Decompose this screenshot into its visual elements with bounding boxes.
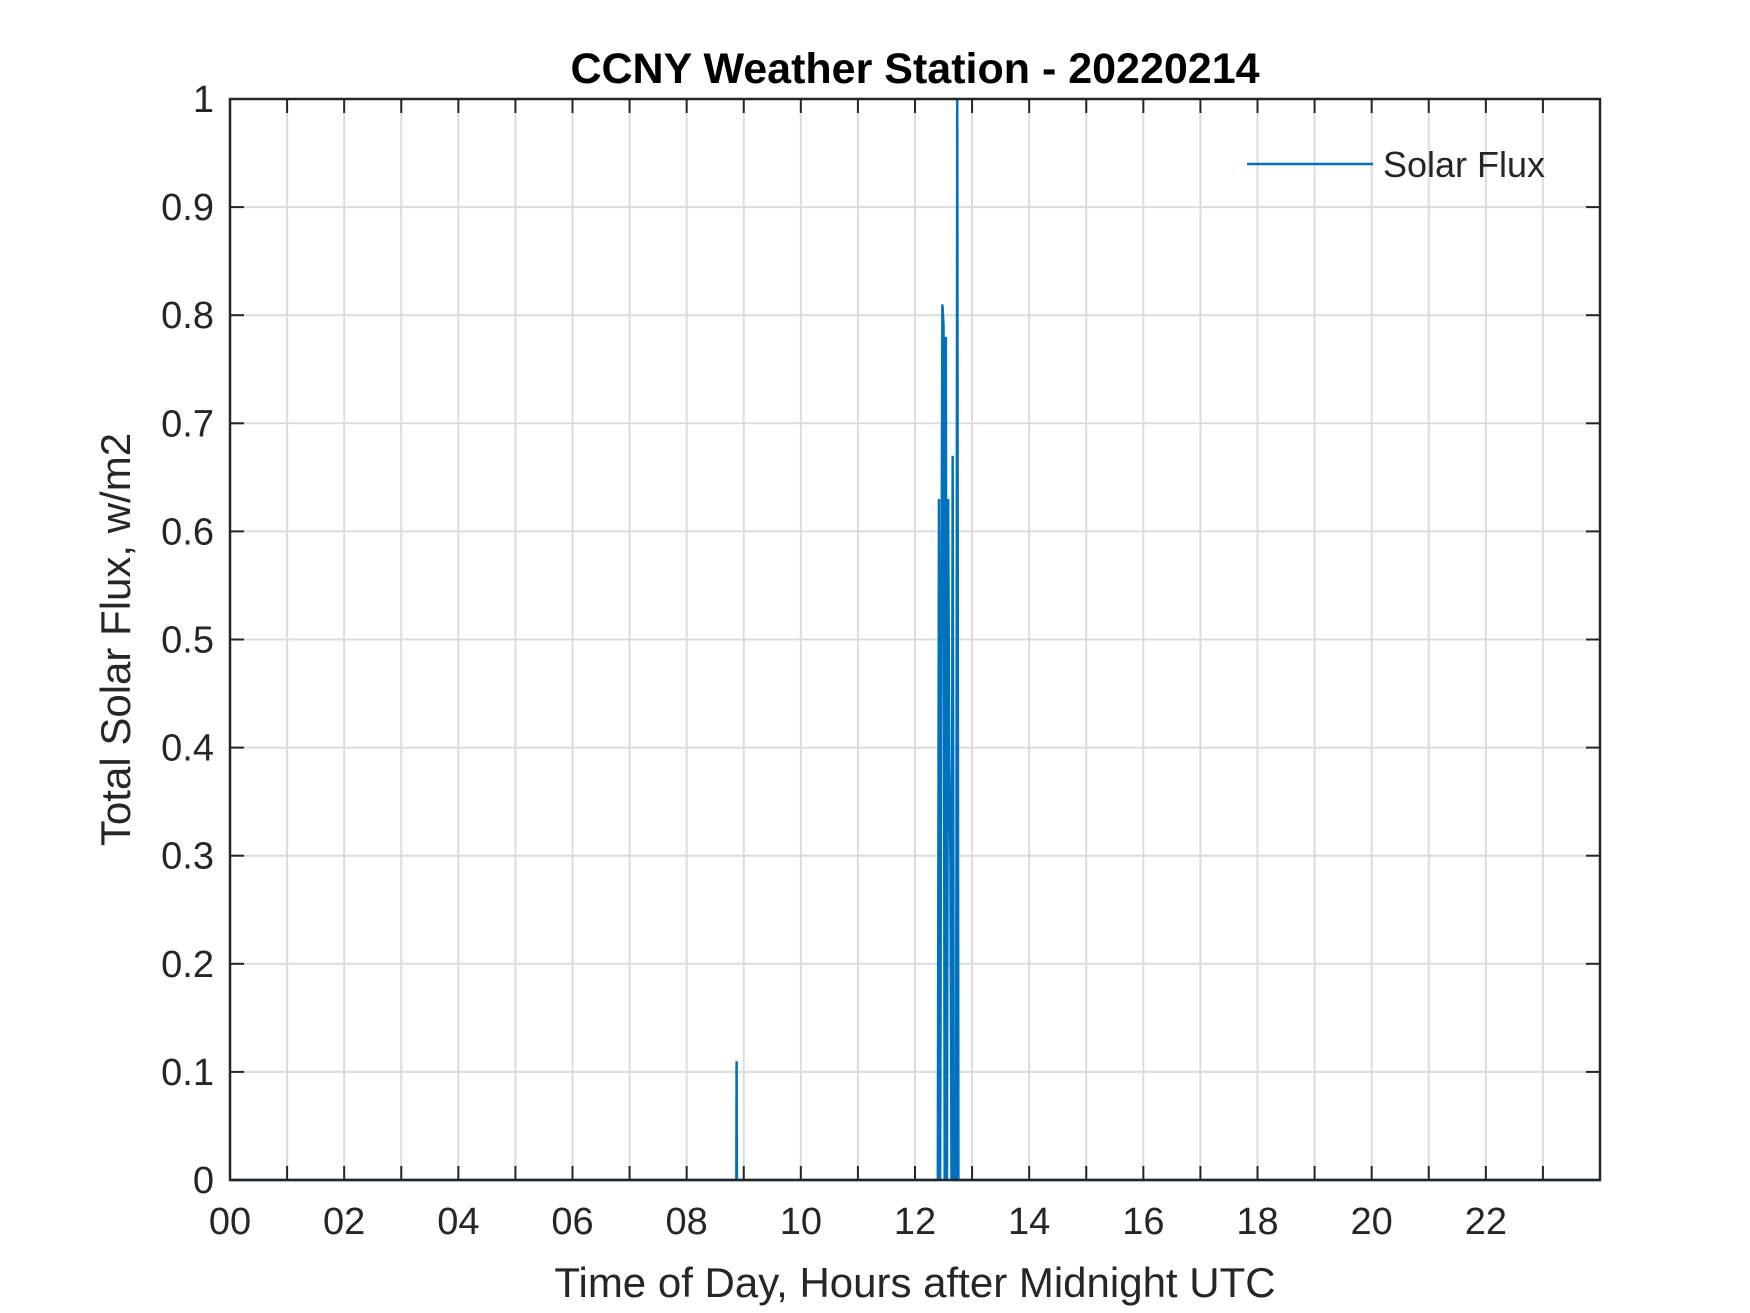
y-tick-label: 0.9 <box>161 187 214 229</box>
x-tick-label: 00 <box>209 1201 251 1243</box>
y-tick-label: 0.8 <box>161 295 214 337</box>
y-tick-label: 0.5 <box>161 620 214 662</box>
chart-title: CCNY Weather Station - 20220214 <box>570 45 1259 93</box>
x-tick-label: 10 <box>780 1201 822 1243</box>
x-tick-label: 02 <box>323 1201 365 1243</box>
x-tick-label: 14 <box>1008 1201 1050 1243</box>
x-axis-label: Time of Day, Hours after Midnight UTC <box>554 1259 1275 1306</box>
axes <box>228 97 1602 1182</box>
x-tick-label: 08 <box>666 1201 708 1243</box>
y-axis-label: Total Solar Flux, w/m2 <box>92 433 139 846</box>
x-tick-label: 06 <box>551 1201 593 1243</box>
y-tick-label: 0.2 <box>161 944 214 986</box>
y-tick-label: 0.1 <box>161 1052 214 1094</box>
legend-label-solar-flux: Solar Flux <box>1383 144 1545 185</box>
y-tick-label: 0.6 <box>161 511 214 553</box>
x-tick-label: 16 <box>1122 1201 1164 1243</box>
y-tick-label: 0.4 <box>161 728 214 770</box>
plot-area <box>230 98 1600 1182</box>
series-line-solar-flux <box>230 98 1600 1182</box>
y-tick-label: 0.7 <box>161 403 214 445</box>
x-tick-label: 18 <box>1236 1201 1278 1243</box>
legend: Solar Flux <box>1247 144 1545 185</box>
y-tick-label: 0.3 <box>161 836 214 878</box>
x-tick-label: 04 <box>437 1201 479 1243</box>
y-tick-label: 1 <box>193 79 214 121</box>
x-tick-label: 22 <box>1465 1201 1507 1243</box>
x-tick-label: 20 <box>1351 1201 1393 1243</box>
x-tick-label: 12 <box>894 1201 936 1243</box>
y-tick-label: 0 <box>193 1160 214 1202</box>
tick-labels: 00 02 04 06 08 10 12 14 16 18 20 22 0 0.1 0.2 0.3 0.4 0.5… <box>161 79 1507 1243</box>
